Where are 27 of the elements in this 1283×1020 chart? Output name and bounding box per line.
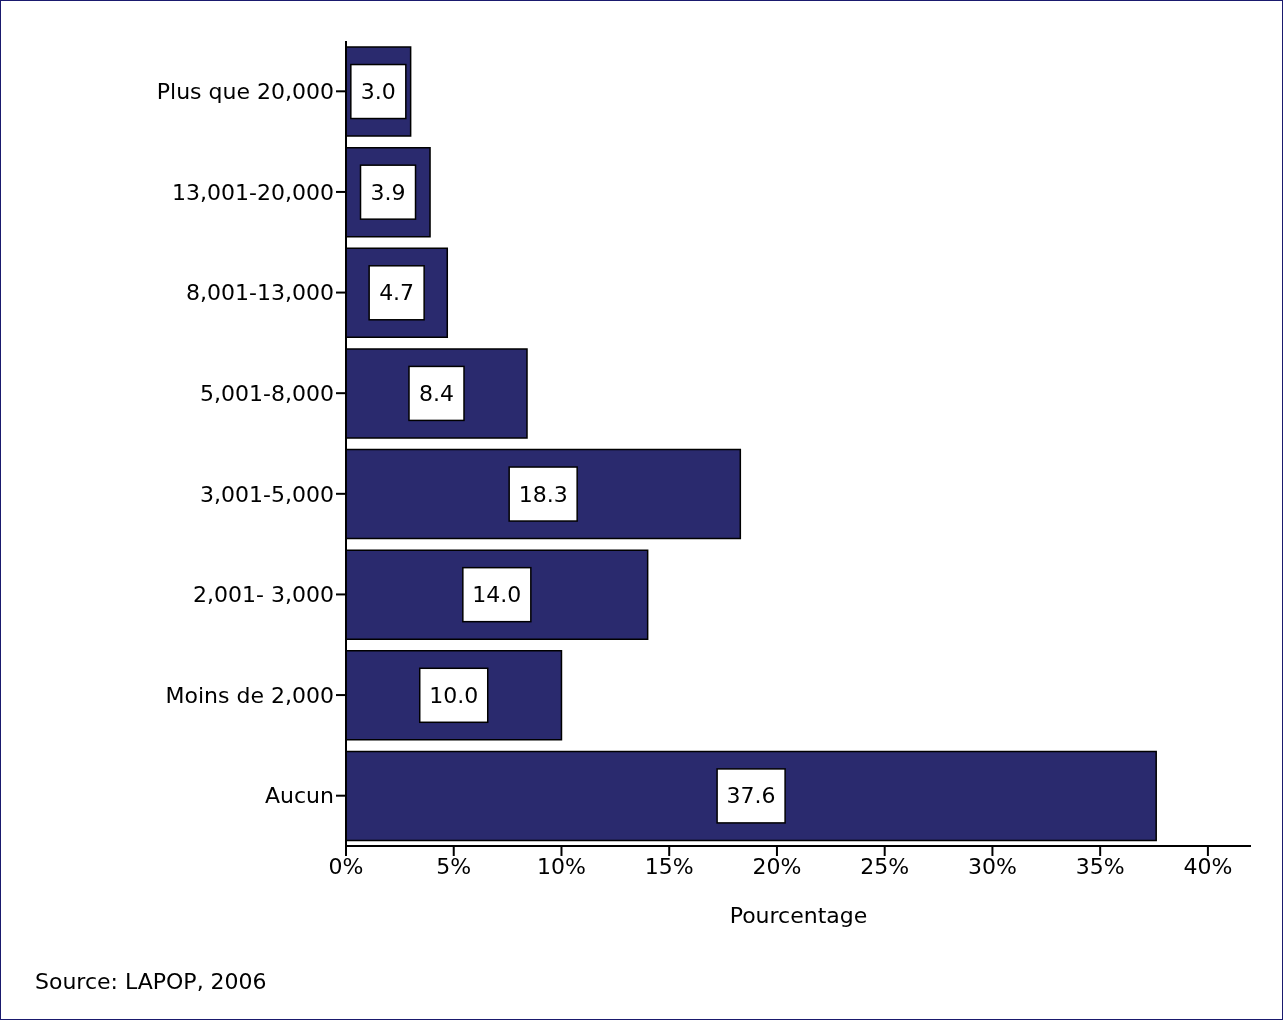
data-label: 10.0 (429, 682, 479, 708)
x-tick-label: 5% (436, 853, 472, 879)
x-tick-label: 10% (537, 853, 586, 879)
data-label: 37.6 (726, 783, 776, 809)
source-note: Source: LAPOP, 2006 (35, 969, 267, 994)
x-tick-label: 35% (1075, 853, 1125, 879)
data-label: 18.3 (518, 481, 568, 507)
x-axis-title: Pourcentage (729, 903, 868, 928)
y-tick-label: 3,001-5,000 (200, 481, 334, 507)
x-tick-label: 25% (860, 853, 910, 879)
data-label: 3.0 (360, 79, 396, 105)
data-label: 4.7 (379, 280, 415, 306)
data-label: 3.9 (370, 179, 406, 205)
data-label: 8.4 (419, 380, 454, 406)
y-tick-label: 8,001-13,000 (186, 280, 334, 306)
x-tick-label: 15% (644, 853, 694, 879)
y-tick-label: Aucun (265, 783, 334, 809)
y-tick-label: 13,001-20,000 (172, 179, 334, 205)
data-label: 14.0 (472, 582, 522, 608)
x-tick-label: 0% (328, 853, 364, 879)
x-tick-label: 40% (1183, 853, 1233, 879)
y-tick-label: 5,001-8,000 (200, 381, 334, 406)
y-tick-label: 2,001- 3,000 (193, 582, 334, 608)
y-tick-label: Moins de 2,000 (165, 682, 334, 708)
x-tick-label: 30% (967, 853, 1017, 879)
y-tick-label: Plus que 20,000 (156, 79, 334, 105)
x-tick-label: 20% (752, 853, 802, 879)
